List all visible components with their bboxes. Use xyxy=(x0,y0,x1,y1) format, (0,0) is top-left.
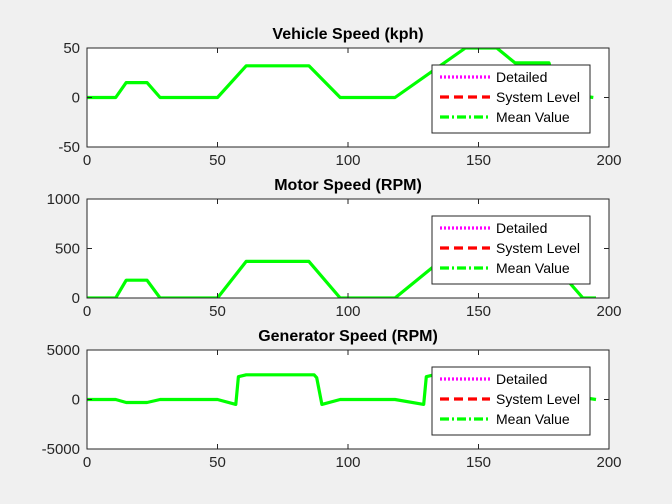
x-tick-label: 0 xyxy=(83,454,91,471)
y-tick-label: -5000 xyxy=(42,441,80,458)
subplot-1: Vehicle Speed (kph)0 50 100 150 200-50050Det… xyxy=(58,26,621,169)
legend-box xyxy=(431,215,591,285)
y-tick-label: 1000 xyxy=(47,191,80,208)
x-tick-label: 200 xyxy=(596,303,621,320)
x-tick-label: 150 xyxy=(466,303,491,320)
legend: Detailed System Level Mean Value xyxy=(431,64,591,134)
y-tick-label: 500 xyxy=(55,241,80,258)
x-tick-label: 100 xyxy=(335,454,360,471)
axes-title: Vehicle Speed (kph) xyxy=(272,26,423,43)
legend-label: System Level xyxy=(496,240,580,256)
legend-box xyxy=(431,64,591,134)
x-tick-label: 200 xyxy=(596,454,621,471)
series-line-mean-value xyxy=(87,48,594,100)
subplot-3: Generator Speed (RPM)0 50 100 150 200-500005… xyxy=(42,328,622,471)
x-tick-label: 150 xyxy=(466,152,491,169)
legend-label: Detailed xyxy=(496,371,547,387)
y-tick-label: 50 xyxy=(63,40,80,57)
y-tick-label: 0 xyxy=(72,392,80,409)
y-tick-label: 0 xyxy=(72,90,80,107)
y-tick-label: 0 xyxy=(72,290,80,307)
legend: Detailed System Level Mean Value xyxy=(431,366,591,436)
x-tick-label: 100 xyxy=(335,152,360,169)
y-tick-label: -50 xyxy=(58,139,80,156)
legend-label: Detailed xyxy=(496,220,547,236)
x-tick-label: 0 xyxy=(83,152,91,169)
x-tick-label: 50 xyxy=(209,152,226,169)
legend-label: Mean Value xyxy=(496,109,570,125)
legend-label: System Level xyxy=(496,391,580,407)
series-line-mean-value xyxy=(87,373,597,406)
subplot-2: Motor Speed (RPM) 0 50 100 150 200 0 500 1000 Det… xyxy=(47,177,622,320)
x-tick-label: 50 xyxy=(209,303,226,320)
legend-label: System Level xyxy=(496,89,580,105)
x-tick-label: 0 xyxy=(83,303,91,320)
y-tick-label: 5000 xyxy=(47,342,80,359)
axes-title: Generator Speed (RPM) xyxy=(258,328,438,345)
legend-label: Mean Value xyxy=(496,411,570,427)
axes-title: Motor Speed (RPM) xyxy=(274,177,422,194)
x-tick-label: 100 xyxy=(335,303,360,320)
x-tick-label: 150 xyxy=(466,454,491,471)
legend: Detailed System Level Mean Value xyxy=(431,215,591,285)
legend-box xyxy=(431,366,591,436)
x-tick-label: 200 xyxy=(596,152,621,169)
legend-label: Mean Value xyxy=(496,260,570,276)
x-tick-label: 50 xyxy=(209,454,226,471)
legend-label: Detailed xyxy=(496,69,547,85)
